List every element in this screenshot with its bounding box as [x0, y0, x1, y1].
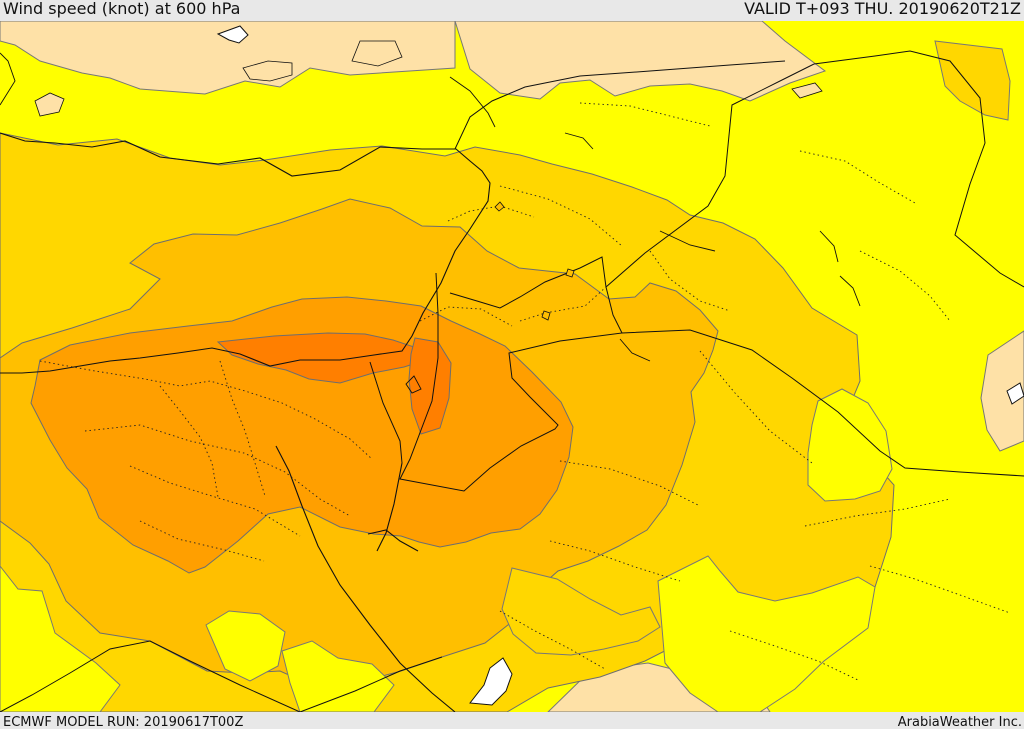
country-border-6: [454, 60, 786, 150]
country-border-8: [299, 656, 443, 712]
wind-map-svg: [0, 21, 1024, 712]
northeast-low-wind-area: [934, 40, 1011, 121]
peak-wind-area: [216, 332, 427, 384]
country-border-1: [399, 256, 623, 492]
wind-speed-map: [0, 21, 1024, 712]
eastern-white-lake: [1006, 382, 1024, 405]
eastern-moderate-lobe: [807, 388, 893, 502]
south-central-yellow-lobe: [205, 610, 286, 682]
southern-white-lake: [469, 657, 513, 706]
inland-water-outlines: [0, 52, 861, 394]
brand-label: ArabiaWeather Inc.: [897, 715, 1022, 729]
southeast-yellow-lobe: [657, 555, 876, 712]
eastern-low-wind-area: [980, 330, 1024, 452]
jet-core-tail: [408, 337, 452, 435]
model-run: ECMWF MODEL RUN: 20190617T00Z: [3, 715, 244, 729]
country-border-3: [621, 329, 1024, 477]
northwest-low-wind-area: [0, 21, 456, 95]
southwest-yellow-lobe: [0, 565, 121, 712]
country-border-4: [605, 63, 815, 288]
map-title: Wind speed (knot) at 600 hPa: [3, 0, 241, 18]
map-footer: ECMWF MODEL RUN: 20190617T00Z ArabiaWeat…: [0, 712, 1024, 729]
map-header: Wind speed (knot) at 600 hPa VALID T+093…: [0, 0, 1024, 22]
northern-low-wind-area: [454, 21, 827, 102]
far-south-yellow-lobe: [281, 640, 395, 712]
dotted-province-lines: [39, 102, 1011, 682]
red-sea-coast: [275, 445, 456, 712]
country-border-7: [0, 640, 301, 712]
sinai-coast: [376, 462, 403, 552]
valid-time: VALID T+093 THU. 20190620T21Z: [744, 0, 1021, 18]
northern-white-lake: [216, 25, 249, 44]
country-border-2: [369, 361, 403, 464]
coastline: [0, 132, 491, 374]
small-island-shapes: [34, 40, 823, 321]
gulf-coast: [367, 529, 419, 552]
southern-strong-lobe: [501, 567, 661, 656]
country-border-5: [813, 50, 1024, 288]
